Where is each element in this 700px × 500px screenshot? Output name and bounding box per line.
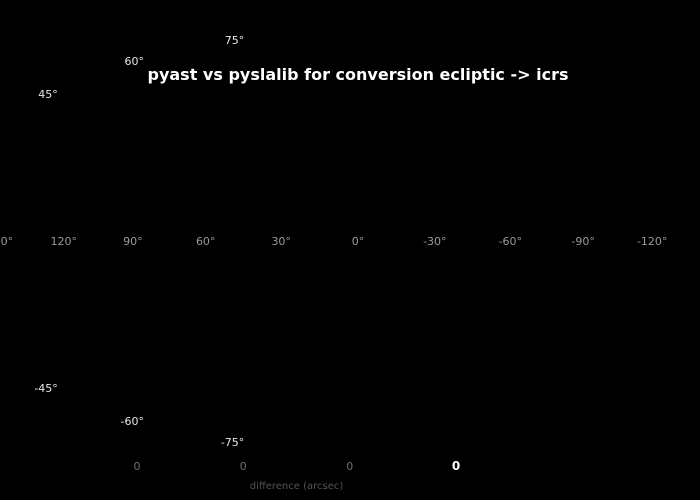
latitude-tick-label: 60° (125, 55, 145, 68)
longitude-tick-label: 120° (51, 235, 78, 248)
longitude-tick-label: -120° (637, 235, 667, 248)
longitude-tick-label: 150° (0, 235, 13, 248)
longitude-tick-labels: 150°120°90°60°30°0°-30°-60°-90°-120°-150… (0, 235, 667, 248)
latitude-tick-label: -75° (221, 436, 244, 449)
latitude-tick-label: 45° (38, 88, 58, 101)
colorbar-label: difference (arcsec) (250, 481, 344, 492)
longitude-tick-label: 60° (196, 235, 216, 248)
colorbar-tick-label: 0 (240, 460, 247, 473)
longitude-tick-label: 90° (123, 235, 143, 248)
colorbar-tick-label: 0 (452, 459, 460, 473)
longitude-tick-label: -90° (571, 235, 594, 248)
longitude-tick-label: -30° (423, 235, 446, 248)
longitude-tick-label: -60° (499, 235, 522, 248)
latitude-tick-label: -45° (34, 382, 57, 395)
colorbar-tick-label: 0 (346, 460, 353, 473)
latitude-tick-labels: 75°60°45°30°15°0°-15°-30°-45°-60°-75° (34, 34, 245, 449)
colorbar-tick-label: 0 (134, 460, 141, 473)
longitude-tick-label: 0° (352, 235, 365, 248)
chart-title: pyast vs pyslalib for conversion eclipti… (148, 65, 569, 84)
latitude-tick-label: -60° (121, 415, 144, 428)
longitude-tick-label: 30° (271, 235, 291, 248)
latitude-tick-label: 75° (225, 34, 245, 47)
